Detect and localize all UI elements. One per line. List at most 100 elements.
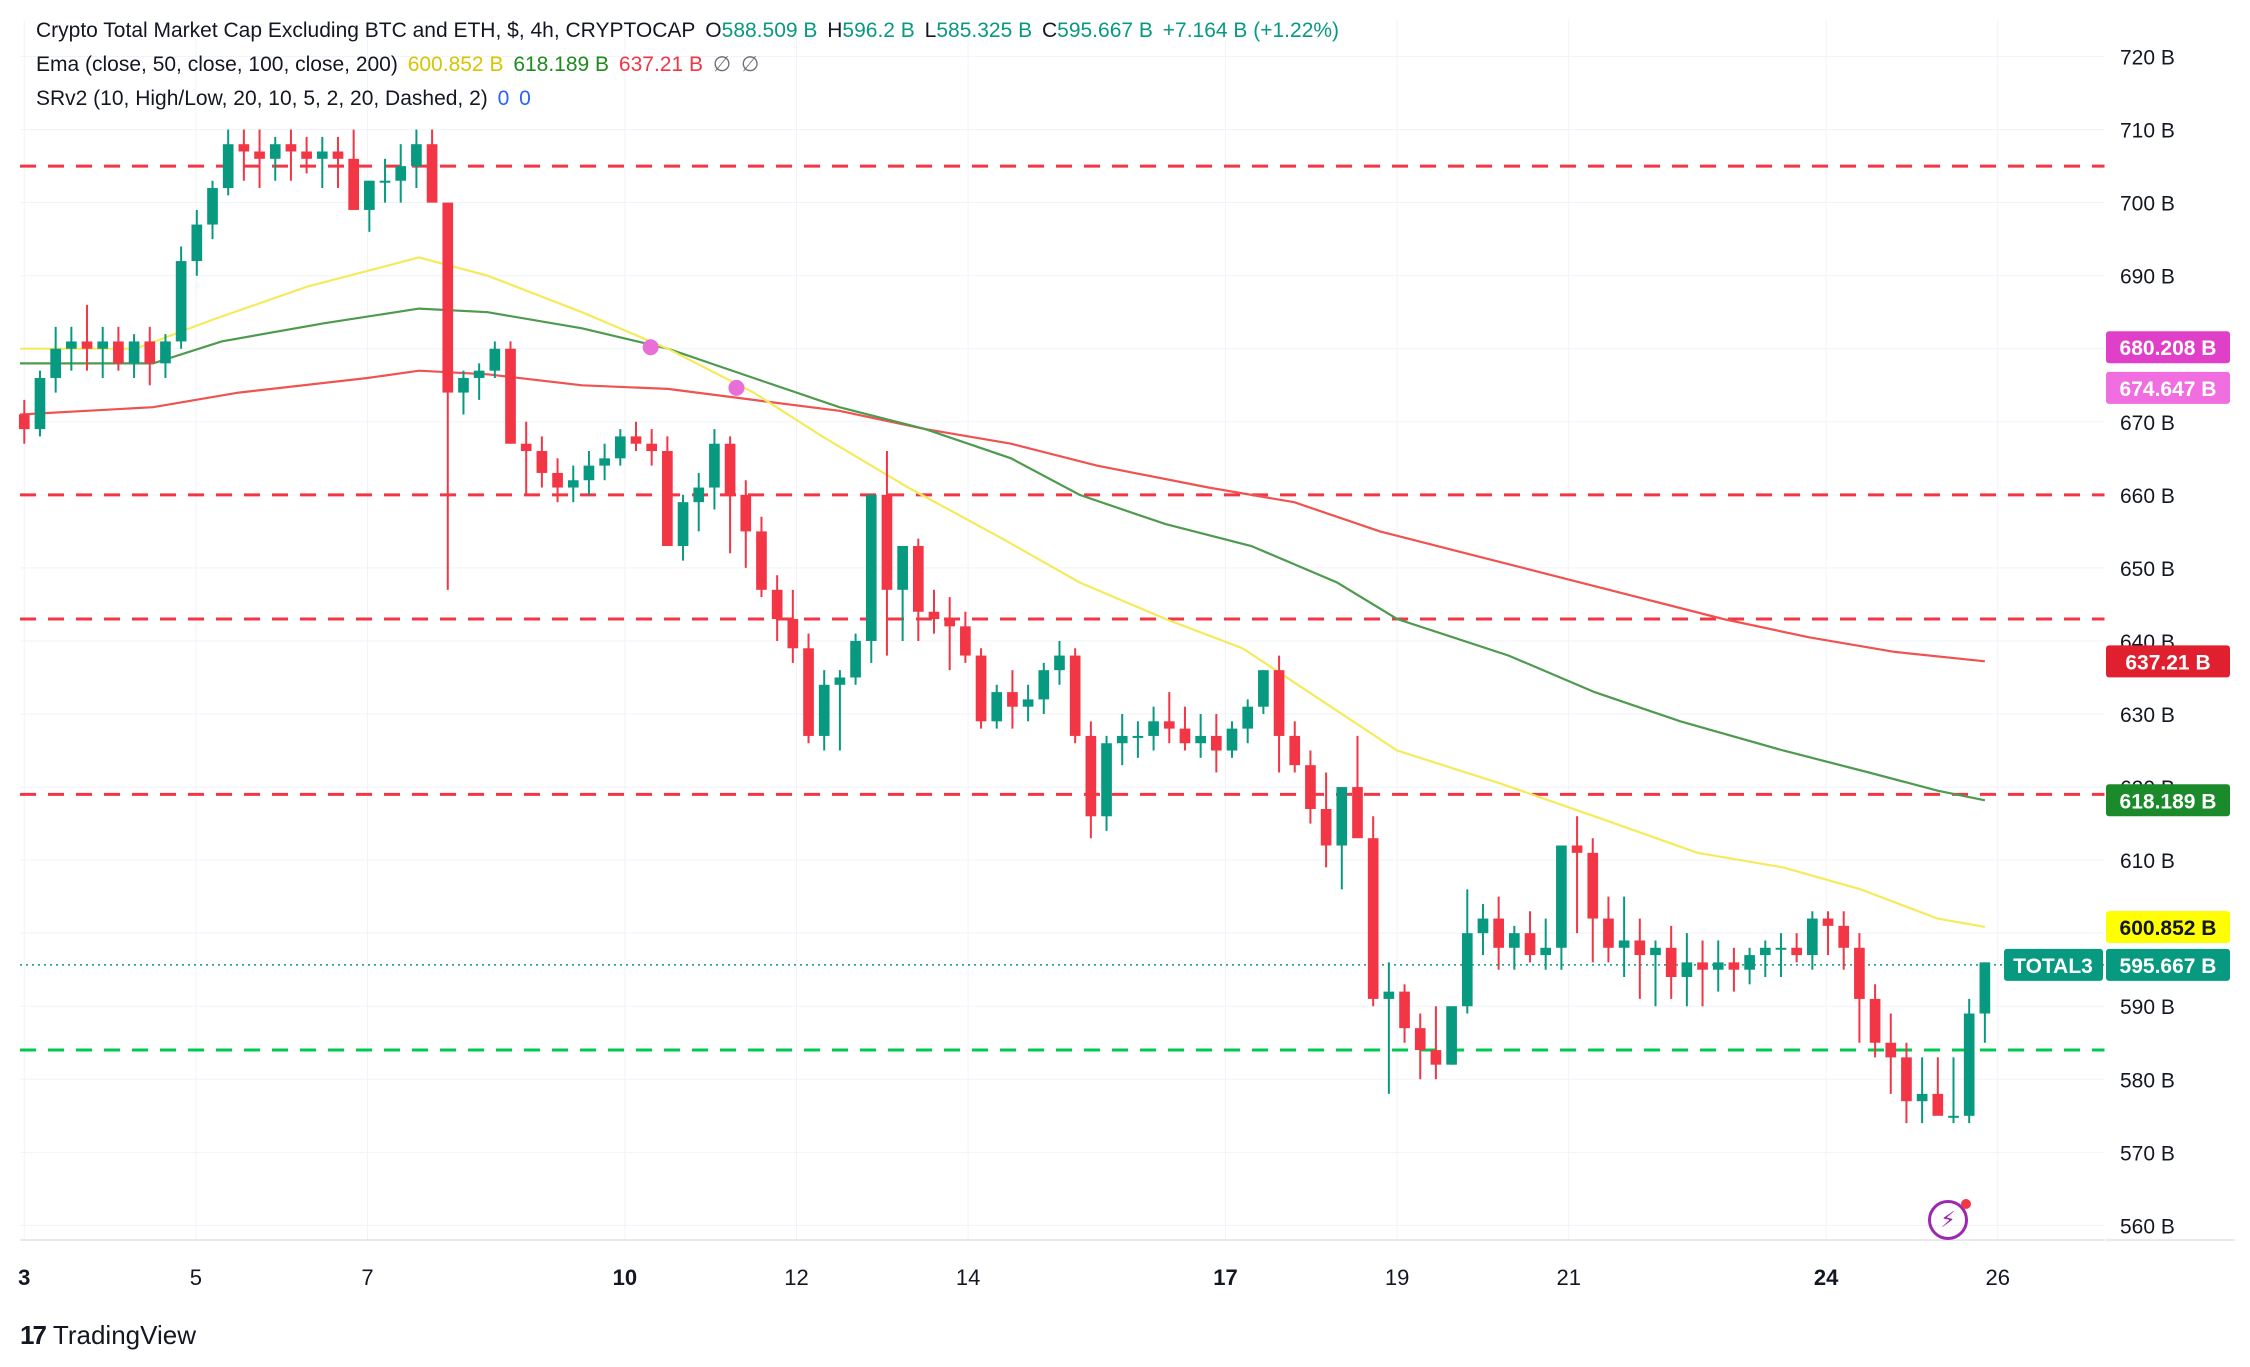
price-label: 680.208 B — [2106, 331, 2230, 364]
candle-body — [1148, 721, 1159, 736]
candle — [1822, 911, 1834, 956]
x-tick-label: 10 — [613, 1265, 637, 1290]
candle — [1305, 750, 1316, 824]
ema200-line — [19, 369, 1986, 663]
candle — [1869, 984, 1881, 1058]
candle-body — [583, 465, 595, 481]
candle — [567, 465, 579, 503]
candle-body — [238, 144, 250, 152]
candle — [662, 436, 673, 546]
candle — [552, 458, 563, 503]
symbol-label-text: TOTAL3 — [2013, 955, 2093, 978]
candle-body — [614, 436, 626, 459]
price-labels: 680.208 B 674.647 B 637.21 B 618.189 B 600.8… — [2004, 331, 2230, 981]
candle-body — [1885, 1042, 1897, 1058]
candle — [1101, 735, 1112, 831]
candle — [1712, 940, 1724, 992]
candle-body — [1775, 947, 1787, 950]
price-label-bg — [2106, 371, 2230, 404]
candle-body — [301, 151, 312, 159]
candle-body — [803, 648, 814, 736]
candle — [991, 684, 1003, 729]
legend-ema100-value: 618.189 B — [513, 53, 610, 76]
candle — [316, 136, 328, 189]
candle-body — [834, 677, 846, 685]
candle-body — [1430, 1050, 1442, 1065]
candle — [740, 480, 752, 568]
legend-ema200-value: 637.21 B — [618, 53, 703, 76]
candle — [1885, 1013, 1897, 1094]
candle — [1273, 655, 1285, 773]
candle-body — [1477, 918, 1489, 934]
candle-body — [332, 151, 344, 159]
candle-body — [740, 494, 752, 532]
candle — [756, 516, 767, 598]
candle — [1007, 670, 1018, 729]
candle — [677, 494, 689, 561]
candle-body — [144, 341, 156, 364]
candle-body — [175, 261, 187, 342]
candle — [693, 472, 705, 532]
candle — [1399, 984, 1410, 1043]
price-label-text: 680.208 B — [2120, 337, 2217, 360]
candle — [709, 429, 720, 510]
candle-body — [1022, 699, 1034, 707]
legend-low-value: 585.325 B — [936, 19, 1033, 42]
candle-body — [771, 589, 783, 620]
candle-body — [442, 202, 454, 393]
legend-srv2-value2: 0 — [519, 87, 531, 110]
candle — [364, 180, 375, 232]
candle-body — [1744, 955, 1755, 970]
candle — [1242, 699, 1254, 744]
candle — [50, 326, 61, 393]
candle — [834, 670, 846, 751]
flash-icon[interactable]: ⚡ — [1928, 1199, 1971, 1240]
candle-body — [285, 144, 297, 152]
candle — [1650, 940, 1661, 1007]
price-label: 600.852 B — [2106, 910, 2230, 943]
candle — [1901, 1042, 1912, 1124]
candle-body — [991, 692, 1003, 722]
price-label-text: 618.189 B — [2120, 790, 2217, 813]
legend-srv2-value1: 0 — [497, 87, 510, 110]
candle-body — [222, 144, 234, 189]
candle — [1069, 648, 1081, 744]
legend-close-value: 595.667 B — [1057, 19, 1153, 42]
candle — [1916, 1057, 1928, 1124]
y-tick-label: 700 B — [2120, 193, 2175, 216]
candle-body — [1367, 838, 1379, 999]
tradingview-branding[interactable]: 17 TradingView — [20, 1320, 196, 1351]
candle-body — [1791, 947, 1802, 956]
candle — [1414, 1013, 1426, 1080]
candle — [1320, 772, 1332, 868]
price-label-bg — [2106, 948, 2230, 981]
price-label-text: 600.852 B — [2120, 917, 2217, 940]
candle-body — [1179, 728, 1191, 744]
candle — [97, 326, 109, 378]
candle-body — [1038, 670, 1050, 700]
y-tick-label: 690 B — [2120, 266, 2175, 289]
candle — [1854, 933, 1865, 1043]
ema100-line — [20, 307, 1986, 802]
candle — [881, 451, 893, 656]
candle — [113, 326, 124, 371]
candle — [850, 633, 861, 685]
candle — [473, 363, 485, 400]
candle — [426, 129, 438, 203]
candle — [803, 633, 814, 744]
candle-body — [254, 151, 265, 159]
candle-body — [1712, 962, 1724, 970]
candle-body — [630, 436, 642, 444]
y-tick-label: 670 B — [2120, 412, 2175, 435]
candle-body — [599, 458, 610, 466]
candle — [34, 370, 46, 437]
y-tick-label: 580 B — [2120, 1069, 2175, 1092]
candle-body — [316, 151, 328, 159]
crossover-markers — [642, 339, 745, 396]
x-tick-label: 21 — [1556, 1265, 1580, 1290]
candle — [1697, 940, 1708, 1007]
candle — [1791, 933, 1802, 963]
legend-high-label: H — [827, 19, 843, 42]
legend-ema50-value: 600.852 B — [407, 53, 504, 76]
